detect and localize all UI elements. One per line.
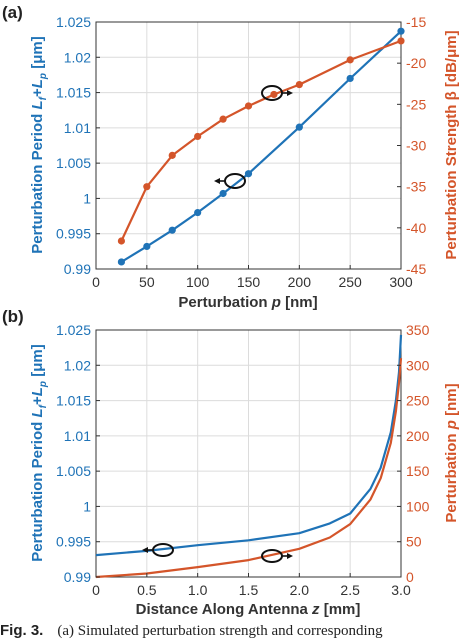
panel-b-grid xyxy=(95,329,402,578)
panel-a-series-left-point-0 xyxy=(117,258,126,266)
panel-b-ticks: 0 0.5 1.0 1.5 2.0 2.5 3.0 0.99 0.995 1 1.005 1.01 1.… xyxy=(56,322,430,598)
panel-a-x-tick-label-5: 250 xyxy=(338,274,362,290)
panel-a-series-left-point-6 xyxy=(295,123,303,131)
panel-a-right-tick-label-1: -40 xyxy=(406,220,426,236)
panel-b-left-axis-indicator xyxy=(142,543,174,557)
panel-b-x-tick-label-4: 2.0 xyxy=(290,582,310,598)
panel-a-series-right-point-1 xyxy=(143,183,151,191)
panel-b-left-tick-label-3: 1.005 xyxy=(56,463,91,479)
panel-b-left-tick-label-4: 1.01 xyxy=(64,428,91,444)
panel-a-right-axis-indicator xyxy=(261,85,293,101)
panel-a-series-right-point-9 xyxy=(397,37,405,45)
panel-b-right-tick-label-7: 350 xyxy=(406,322,430,338)
panel-a-x-axis-label: Perturbation p [nm] xyxy=(178,294,317,311)
panel-a-x-tick-label-0: 0 xyxy=(92,274,100,290)
panel-a-left-tick-label-7: 1.025 xyxy=(56,14,91,30)
panel-a-left-tick-label-2: 1 xyxy=(83,190,91,206)
panel-b-left-tick-label-7: 1.025 xyxy=(56,322,91,338)
panel-a-series-left-point-7 xyxy=(346,74,354,83)
panel-b-left-tick-label-0: 0.99 xyxy=(64,569,91,585)
panel-b-x-tick-label-2: 1.0 xyxy=(188,582,208,598)
panel-b-series-left-line xyxy=(95,334,403,557)
panel-a-series-left-point-1 xyxy=(143,242,151,251)
panel-a-series-right-point-5 xyxy=(244,102,253,110)
caption-text: (a) Simulated perturbation strength and … xyxy=(57,623,383,639)
panel-a-series-right-point-0 xyxy=(117,237,126,245)
panel-b-left-tick-label-2: 1 xyxy=(83,498,91,514)
panel-b-series xyxy=(95,334,403,579)
panel-a-x-axis-label-text: Perturbation xyxy=(178,294,271,311)
panel-b-x-tick-label-6: 3.0 xyxy=(391,582,411,598)
panel-b-x-tick-label-3: 1.5 xyxy=(239,582,259,598)
panel-a-left-tick-label-0: 0.99 xyxy=(64,261,91,277)
panel-b-right-tick-label-1: 50 xyxy=(406,534,422,550)
panel-b-left-tick-label-1: 0.995 xyxy=(56,534,91,550)
panel-a-x-tick-label-2: 100 xyxy=(186,274,210,290)
panel-b-label: (b) xyxy=(2,307,24,326)
panel-a-left-axis-label: Perturbation Period Lf+Lp [μm] xyxy=(29,36,49,253)
panel-b-right-tick-label-5: 250 xyxy=(406,393,430,409)
panel-a-left-tick-label-5: 1.015 xyxy=(56,85,91,101)
panel-a-left-tick-label-1: 0.995 xyxy=(56,226,91,242)
caption-prefix: Fig. 3. xyxy=(0,622,44,639)
panel-a-series-left-point-8 xyxy=(397,27,405,35)
panel-a-series-left-point-3 xyxy=(194,208,202,217)
panel-b-left-tick-label-5: 1.015 xyxy=(56,393,91,409)
panel-b-x-axis-label: Distance Along Antenna z [mm] xyxy=(136,601,361,618)
panel-a-series xyxy=(117,27,405,266)
figure-caption: Fig. 3. (a) Simulated perturbation streng… xyxy=(0,622,474,641)
panel-a-left-tick-label-3: 1.005 xyxy=(56,155,91,171)
panel-a-series-left-line xyxy=(120,30,402,263)
panel-a-left-tick-label-4: 1.01 xyxy=(64,120,91,136)
panel-a: (a) 0 50 100 150 200 250 300 0.99 0.995 1 1.005 1.0… xyxy=(2,3,460,311)
panel-a-series-right-point-4 xyxy=(219,115,227,123)
panel-b-series-right-line xyxy=(95,358,403,579)
panel-a-left-tick-label-6: 1.02 xyxy=(64,49,91,65)
panel-a-x-axis-label-unit: [nm] xyxy=(281,294,318,311)
panel-a-right-tick-label-0: -45 xyxy=(406,261,426,277)
panel-a-series-left-point-2 xyxy=(168,226,176,234)
panel-a-x-tick-label-4: 200 xyxy=(288,274,312,290)
panel-a-right-tick-label-6: -15 xyxy=(406,14,426,30)
panel-a-x-axis-label-var: p xyxy=(271,294,281,311)
panel-b-right-axis-label: Perturbation p [nm] xyxy=(443,383,460,522)
panel-a-series-left-point-4 xyxy=(219,189,227,198)
panel-b-right-tick-label-2: 100 xyxy=(406,498,430,514)
panel-a-series-right-point-7 xyxy=(295,80,303,89)
panel-a-left-axis-indicator xyxy=(214,173,246,189)
panel-a-series-left-point-5 xyxy=(244,170,253,178)
panel-b-left-axis-label: Perturbation Period Lf+Lp [μm] xyxy=(29,344,49,561)
panel-b-right-tick-label-3: 150 xyxy=(406,463,430,479)
panel-b-x-tick-label-0: 0 xyxy=(92,582,100,598)
panel-a-series-right-point-8 xyxy=(346,56,354,64)
panel-b: (b) 0 0.5 1.0 1.5 2.0 2.5 3.0 0.99 0.995 1 1.005 1.… xyxy=(2,307,460,618)
panel-b-right-axis-indicator xyxy=(261,549,293,563)
panel-b-right-tick-label-0: 0 xyxy=(406,569,414,585)
panel-b-left-tick-label-6: 1.02 xyxy=(64,357,91,373)
panel-a-x-tick-label-6: 300 xyxy=(389,274,413,290)
panel-a-x-tick-label-1: 50 xyxy=(139,274,155,290)
panel-b-x-tick-label-1: 0.5 xyxy=(137,582,157,598)
panel-b-right-tick-label-4: 200 xyxy=(406,428,430,444)
panel-a-right-tick-label-5: -20 xyxy=(406,55,426,71)
panel-a-x-tick-label-3: 150 xyxy=(237,274,261,290)
panel-a-series-right-point-3 xyxy=(194,132,202,141)
panel-a-label: (a) xyxy=(2,3,23,22)
panel-a-series-right-line xyxy=(120,39,402,242)
panel-a-series-right-point-2 xyxy=(168,151,176,159)
panel-b-x-tick-label-5: 2.5 xyxy=(340,582,360,598)
panel-a-right-tick-label-4: -25 xyxy=(406,96,426,112)
panel-a-ticks: 0 50 100 150 200 250 300 0.99 0.995 1 1.005 1.01 1.0… xyxy=(56,14,426,290)
panel-b-right-tick-label-6: 300 xyxy=(406,357,430,373)
panel-a-right-tick-label-2: -35 xyxy=(406,179,426,195)
figure: (a) 0 50 100 150 200 250 3000.990.99511.0051.0… xyxy=(2,3,460,618)
panel-a-right-tick-label-3: -30 xyxy=(406,138,426,154)
panel-a-right-axis-label: Perturbation Strength β [dB/μm] xyxy=(443,30,460,259)
panel-a-series-right-point-6 xyxy=(270,90,278,99)
